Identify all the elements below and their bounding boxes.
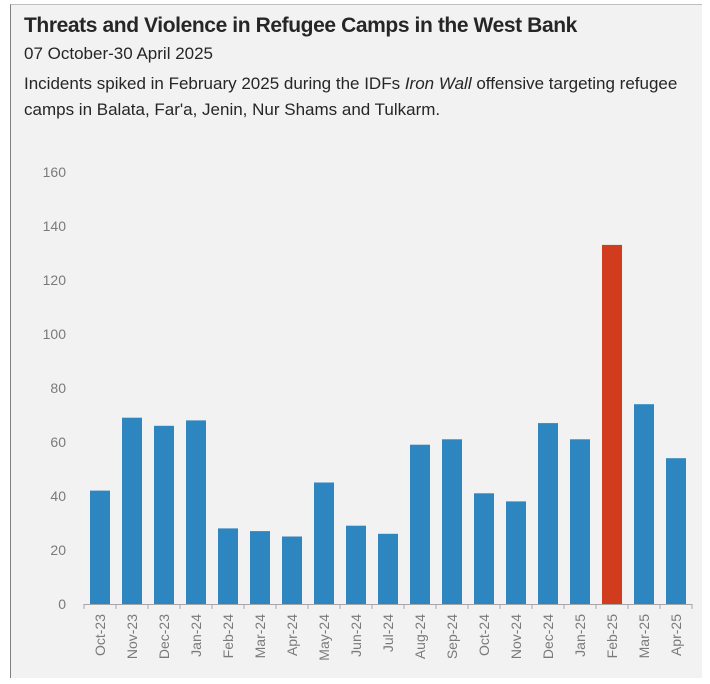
x-tick-label: Dec-24: [540, 614, 556, 659]
bar-oct-24: [474, 493, 494, 604]
x-tick-label: Apr-24: [284, 614, 300, 656]
bar-mar-24: [250, 531, 270, 604]
subtitle-emphasis: Iron Wall: [404, 74, 472, 93]
bar-aug-24: [410, 444, 430, 604]
x-tick-label: Feb-24: [220, 614, 236, 659]
x-tick-label: Nov-23: [124, 614, 140, 659]
y-tick-label: 120: [43, 272, 67, 288]
subtitle-text-1: Incidents spiked in February 2025 during…: [24, 74, 405, 93]
bar-feb-25: [602, 244, 622, 604]
bar-jan-25: [570, 439, 590, 604]
x-tick-label: Nov-24: [508, 614, 524, 659]
x-tick-label: Mar-24: [252, 614, 268, 659]
bar-apr-25: [666, 458, 686, 604]
x-tick-label: Jan-25: [572, 614, 588, 657]
y-tick-label: 140: [43, 218, 67, 234]
x-tick-label: Feb-25: [604, 614, 620, 659]
y-tick-label: 0: [58, 596, 66, 612]
bar-may-24: [314, 482, 334, 604]
x-tick-label: Dec-23: [156, 614, 172, 659]
y-tick-label: 80: [50, 380, 66, 396]
chart-subtitle: Incidents spiked in February 2025 during…: [24, 71, 694, 123]
x-tick-label: May-24: [316, 614, 332, 661]
y-tick-label: 160: [43, 164, 67, 180]
subtitle-text-2: offensive targeting refugee camps in Bal…: [24, 74, 678, 119]
x-tick-label: Oct-23: [92, 614, 108, 656]
bar-nov-24: [506, 501, 526, 604]
x-tick-label: Oct-24: [476, 614, 492, 656]
bar-jul-24: [378, 533, 398, 604]
bar-oct-23: [90, 490, 110, 604]
bar-mar-25: [634, 404, 654, 604]
y-tick-label: 40: [50, 488, 66, 504]
y-tick-label: 60: [50, 434, 66, 450]
x-tick-label: Mar-25: [636, 614, 652, 659]
bar-nov-23: [122, 417, 142, 604]
bar-dec-24: [538, 423, 558, 604]
x-tick-label: Jun-24: [348, 614, 364, 657]
chart-date-range: 07 October-30 April 2025: [24, 44, 214, 63]
bar-dec-23: [154, 425, 174, 604]
y-tick-label: 20: [50, 542, 66, 558]
bar-jan-24: [186, 420, 206, 604]
bar-sep-24: [442, 439, 462, 604]
x-tick-label: Sep-24: [444, 614, 460, 659]
y-tick-label: 100: [43, 326, 67, 342]
x-tick-label: Jan-24: [188, 614, 204, 657]
bar-jun-24: [346, 525, 366, 604]
bar-apr-24: [282, 536, 302, 604]
x-tick-label: Aug-24: [412, 614, 428, 659]
chart-title: Threats and Violence in Refugee Camps in…: [24, 14, 577, 37]
x-tick-label: Apr-25: [668, 614, 684, 656]
x-tick-label: Jul-24: [380, 614, 396, 652]
bar-feb-24: [218, 528, 238, 604]
